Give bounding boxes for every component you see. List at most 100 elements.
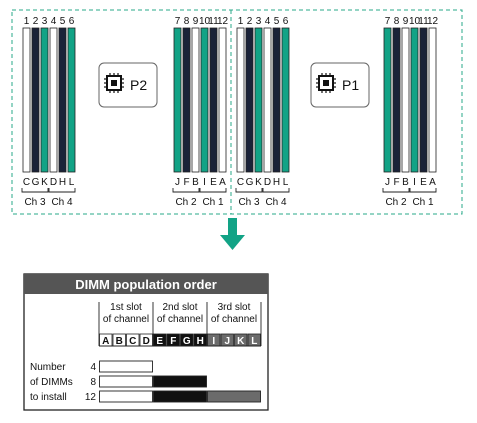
slot-letter: G [183,336,191,347]
slot-left-letter: L [283,177,289,188]
slot-letter: E [156,336,163,347]
slot-right-number: 8 [184,16,190,27]
dimm-slot [428,27,437,173]
slot-right-letter: A [429,177,436,188]
channel-label: Ch 2 [175,197,197,208]
slot-right-number: 10 [409,16,421,27]
row-label-line-3: to install [30,392,67,403]
slot-left-number: 6 [283,16,289,27]
slot-right-letter: J [175,177,180,188]
cpu-chip-icon [104,73,124,93]
slot-group-line2: of channel [103,314,149,325]
channel-bracket [409,188,437,193]
slot-left-number: 4 [51,16,57,27]
dimm-slot [40,27,49,173]
slot-right-letter: E [420,177,427,188]
cpu-p2: P2 [98,62,158,108]
slot-left-letter: L [69,177,75,188]
channel-label: Ch 1 [202,197,224,208]
install-bar [99,390,153,403]
install-bar [99,360,153,373]
dimm-slot [22,27,31,173]
channel-bracket [382,188,410,193]
slot-left-number: 1 [238,16,244,27]
table-title: DIMM population order [75,277,217,292]
arrow-down-icon [220,218,245,250]
channel-bracket [199,188,227,193]
cpu-block-p1: 1 C 2 G 3 K 4 D 5 H 6 L Ch 3 Ch 4 7 J 8 F 9 B 10 I 11 E 12 A Ch 2 C… [235,16,439,208]
dimm-slot [200,27,209,173]
slot-group-line2: of channel [211,314,257,325]
dimm-slot [419,27,428,173]
row-label-line-1: Number [30,362,66,373]
channel-label: Ch 3 [24,197,46,208]
cpu-chip-icon [316,73,336,93]
install-bar [207,390,261,403]
slot-left-letter: K [41,177,48,188]
slot-letter: D [143,336,150,347]
row-label-line-2: of DIMMs [30,377,73,388]
dimm-slot [281,27,290,173]
slot-right-letter: F [393,177,399,188]
slot-letter: F [170,336,176,347]
slot-left-letter: D [50,177,57,188]
row-count: 4 [90,362,96,373]
slot-left-letter: D [264,177,271,188]
dimm-slot [392,27,401,173]
slot-left-number: 6 [69,16,75,27]
slot-right-letter: B [402,177,409,188]
install-bar [153,375,207,388]
slot-right-letter: A [219,177,226,188]
install-bar [99,375,153,388]
slot-right-number: 9 [403,16,409,27]
slot-right-letter: J [385,177,390,188]
slot-right-number: 9 [193,16,199,27]
channel-label: Ch 4 [51,197,73,208]
slot-right-number: 11 [418,16,429,27]
dimm-slot [272,27,281,173]
slot-letter: B [116,336,123,347]
slot-letter: H [197,336,204,347]
slot-left-number: 2 [33,16,39,27]
slot-left-letter: G [246,177,254,188]
dimm-slot [58,27,67,173]
channel-bracket [21,188,49,193]
cpu-p1: P1 [310,62,370,108]
channel-label: Ch 2 [385,197,407,208]
slot-right-number: 12 [217,16,229,27]
slot-right-number: 11 [208,16,219,27]
slot-right-number: 7 [175,16,181,27]
dimm-slot [49,27,58,173]
channel-bracket [235,188,263,193]
slot-group-line2: of channel [157,314,203,325]
dimm-slot [254,27,263,173]
slot-right-letter: E [210,177,217,188]
install-rows: 4 8 12 [85,360,261,403]
channel-label: Ch 3 [238,197,260,208]
slot-right-number: 12 [427,16,439,27]
slot-left-number: 5 [60,16,66,27]
slot-right-letter: I [203,177,206,188]
channel-label: Ch 1 [412,197,434,208]
channel-bracket [48,188,76,193]
slot-left-number: 1 [24,16,30,27]
dimm-slot [236,27,245,173]
cpu-p1-label: P1 [342,77,359,93]
channel-label: Ch 4 [265,197,287,208]
slot-left-number: 5 [274,16,280,27]
cpu-p2-label: P2 [130,77,147,93]
install-bar [153,390,207,403]
table-header [24,274,268,294]
slot-right-number: 7 [385,16,391,27]
dimm-slot [410,27,419,173]
slot-right-letter: I [413,177,416,188]
slot-left-number: 3 [256,16,262,27]
slot-group-line1: 3rd slot [218,302,251,313]
slot-left-letter: G [32,177,40,188]
board-outline [11,9,463,215]
channel-bracket [172,188,200,193]
cpu-block-p2: 1 C 2 G 3 K 4 D 5 H 6 L Ch 3 Ch 4 7 J 8 F 9 B 10 I 11 E 12 A Ch 2 C… [21,16,229,208]
